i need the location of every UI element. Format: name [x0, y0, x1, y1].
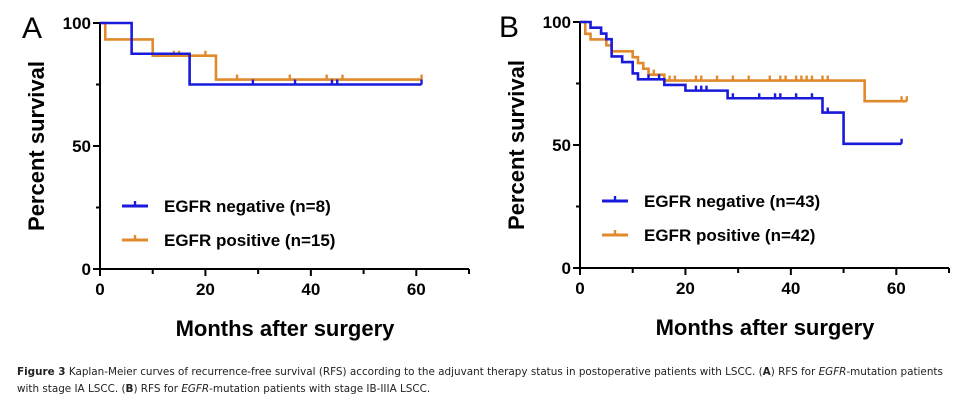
x-tick-label: 40 [781, 279, 800, 298]
km-panel-b: B 0 50 100 0 20 40 60 Months after surgery Percen… [499, 11, 950, 340]
legend-entry: EGFR negative (n=8) [164, 197, 331, 216]
y-tick-label: 0 [562, 259, 571, 278]
y-tick-label: 100 [63, 14, 91, 33]
km-panel-a: A 0 50 100 0 20 40 60 Months after surgery Percen… [22, 12, 470, 341]
x-tick-label: 20 [196, 280, 215, 299]
panel-letter: A [22, 12, 42, 45]
x-axis-title: Months after surgery [656, 315, 876, 340]
y-tick-label: 0 [82, 260, 91, 279]
y-tick-label: 50 [72, 137, 91, 156]
legend-entry: EGFR negative (n=43) [644, 192, 820, 211]
y-tick-label: 50 [552, 136, 571, 155]
caption-label: Figure 3 [17, 366, 66, 378]
legend-entry: EGFR positive (n=42) [644, 226, 815, 245]
y-tick-label: 100 [543, 13, 571, 32]
survival-curve-egfr-positive [100, 21, 422, 81]
x-tick-label: 60 [887, 279, 906, 298]
x-tick-label: 60 [407, 280, 426, 299]
legend-entry: EGFR positive (n=15) [164, 231, 335, 250]
y-axis-title: Percent survival [24, 61, 49, 231]
x-tick-label: 0 [95, 280, 104, 299]
x-tick-label: 40 [301, 280, 320, 299]
survival-curve-egfr-positive [580, 20, 907, 103]
survival-curve-egfr-negative [580, 20, 902, 146]
figure-caption: Figure 3 Kaplan-Meier curves of recurren… [17, 366, 943, 395]
panel-letter: B [499, 11, 519, 44]
x-tick-label: 0 [575, 279, 584, 298]
y-axis-title: Percent survival [504, 60, 529, 230]
x-tick-label: 20 [676, 279, 695, 298]
survival-curve-egfr-negative [100, 21, 422, 86]
x-axis-title: Months after surgery [176, 316, 396, 341]
